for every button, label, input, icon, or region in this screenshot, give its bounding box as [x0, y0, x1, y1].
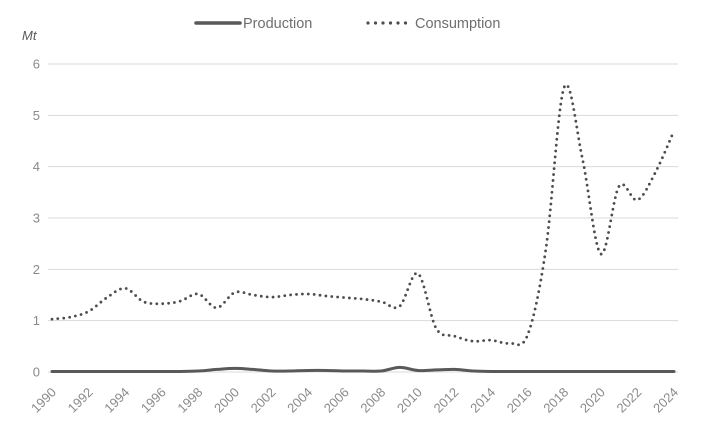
- x-tick-label: 2014: [467, 385, 498, 416]
- x-tick-label: 2016: [504, 385, 535, 416]
- y-tick-label: 2: [33, 262, 40, 277]
- x-tick-label: 2018: [540, 385, 571, 416]
- x-tick-label: 2020: [577, 385, 608, 416]
- x-tick-label: 1992: [65, 385, 96, 416]
- production-legend-label: Production: [243, 16, 312, 32]
- x-axis-tick-labels: 1990 1992 1994 1996 1998 2000 2002 2004 2006 2008…: [28, 385, 681, 416]
- x-tick-label: 2004: [284, 385, 315, 416]
- y-tick-label: 5: [33, 108, 40, 123]
- x-tick-label: 1990: [28, 385, 59, 416]
- consumption-legend-label: Consumption: [415, 16, 500, 32]
- y-tick-label: 1: [33, 313, 40, 328]
- x-tick-label: 2002: [248, 385, 279, 416]
- x-tick-label: 2006: [321, 385, 352, 416]
- y-tick-label: 6: [33, 57, 40, 72]
- y-tick-label: 3: [33, 211, 40, 226]
- production-line: [50, 365, 676, 374]
- x-tick-label: 1998: [174, 385, 205, 416]
- x-tick-label: 2000: [211, 385, 242, 416]
- y-tick-label: 4: [33, 159, 40, 174]
- x-tick-label: 2012: [431, 385, 462, 416]
- consumption-line: [50, 83, 676, 347]
- x-tick-label: 2022: [613, 385, 644, 416]
- gridlines: [48, 63, 678, 373]
- legend: Production Consumption: [194, 16, 500, 32]
- y-axis-tick-labels: 0 1 2 3 4 5 6: [33, 57, 40, 380]
- x-tick-label: 2008: [357, 385, 388, 416]
- x-tick-label: 1994: [101, 385, 132, 416]
- y-axis-unit-label: Mt: [22, 28, 38, 43]
- x-tick-label: 1996: [138, 385, 169, 416]
- x-tick-label: 2010: [394, 385, 425, 416]
- x-tick-label: 2024: [650, 385, 681, 416]
- y-tick-label: 0: [33, 365, 40, 380]
